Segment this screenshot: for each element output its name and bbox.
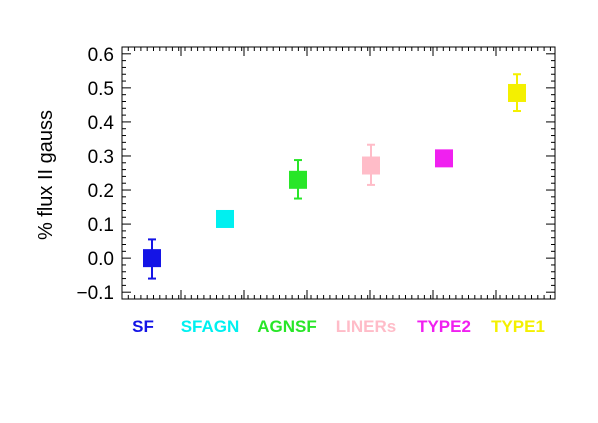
y-tick-label: 0.5 <box>88 79 114 100</box>
category-labels: SF SFAGN AGNSF LINERs TYPE2 TYPE1 <box>132 317 545 336</box>
category-label-liners: LINERs <box>336 317 396 336</box>
data-point-sf <box>143 249 161 268</box>
category-label-sf: SF <box>132 317 154 336</box>
data-point-type2 <box>435 149 453 168</box>
y-axis-ticks: 0.6 0.5 0.4 0.3 0.2 0.1 0.0 −0.1 <box>76 45 555 304</box>
category-label-agnsf: AGNSF <box>257 317 317 336</box>
y-tick-label: 0.4 <box>88 113 115 134</box>
category-label-type2: TYPE2 <box>417 317 471 336</box>
y-tick-label: 0.6 <box>88 45 114 66</box>
data-point-type1 <box>508 83 526 102</box>
y-tick-label: 0.2 <box>88 181 114 202</box>
plot-frame <box>121 46 556 300</box>
y-tick-label: −0.1 <box>76 283 114 304</box>
category-label-sfagn: SFAGN <box>181 317 240 336</box>
data-point-liners <box>362 156 380 175</box>
data-point-agnsf <box>289 170 307 189</box>
y-tick-label: 0.1 <box>88 215 114 236</box>
minor-ticks <box>122 47 555 299</box>
data-point-sfagn <box>216 209 234 228</box>
y-tick-label: 0.3 <box>88 147 114 168</box>
category-label-type1: TYPE1 <box>491 317 545 336</box>
y-axis-label: % flux II gauss <box>35 110 57 240</box>
data-points <box>143 73 526 280</box>
y-tick-label: 0.0 <box>88 249 114 270</box>
